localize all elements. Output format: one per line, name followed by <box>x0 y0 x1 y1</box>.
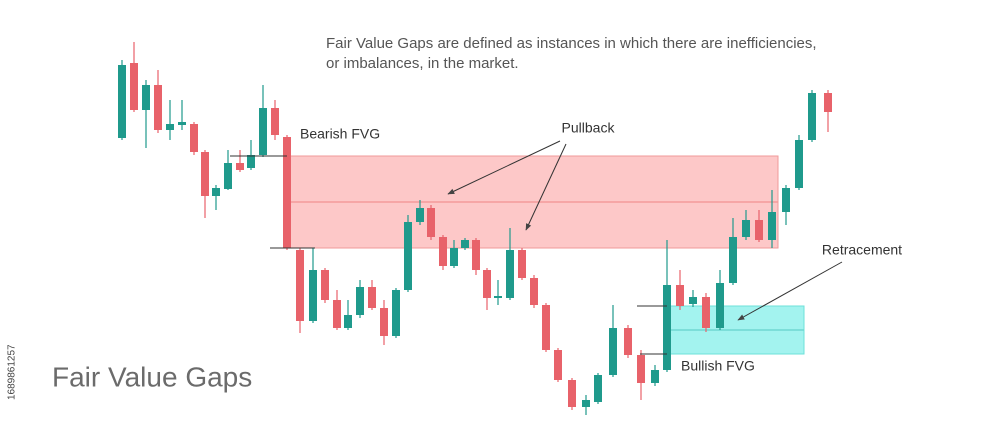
candle-body <box>506 250 514 298</box>
arrow <box>525 143 567 231</box>
candle-body <box>356 287 364 315</box>
arrow <box>737 261 843 321</box>
candle-body <box>568 380 576 407</box>
candle-body <box>530 278 538 305</box>
candle-body <box>333 300 341 328</box>
candle-body <box>755 220 763 240</box>
candle-body <box>212 188 220 196</box>
candle-body <box>236 163 244 170</box>
candle-body <box>702 297 710 328</box>
candle-body <box>542 305 550 350</box>
candle-body <box>439 237 447 266</box>
candle-body <box>309 270 317 321</box>
candle-body <box>416 208 424 222</box>
candle-body <box>154 85 162 130</box>
candle-body <box>461 240 469 248</box>
candle-body <box>483 270 491 298</box>
candle-body <box>824 93 832 112</box>
candle-body <box>554 350 562 380</box>
candle-body <box>716 283 724 328</box>
pullback-label: Pullback <box>562 120 616 136</box>
candle-body <box>368 287 376 308</box>
fvg-zones <box>286 155 805 355</box>
candle-body <box>130 63 138 110</box>
description-line: Fair Value Gaps are defined as instances… <box>326 35 817 52</box>
candle-body <box>782 188 790 212</box>
candle-body <box>404 222 412 290</box>
candle-body <box>494 296 502 298</box>
candle-body <box>201 152 209 196</box>
candle-body <box>729 237 737 283</box>
candle-body <box>344 315 352 328</box>
candle-body <box>259 108 267 155</box>
title: Fair Value Gaps <box>52 361 252 392</box>
bullish-label: Bullish FVG <box>681 358 755 374</box>
candle-body <box>118 65 126 138</box>
candle-body <box>518 250 526 278</box>
candle-body <box>450 248 458 266</box>
candle-body <box>663 285 671 370</box>
candle-body <box>808 93 816 140</box>
candle-body <box>651 370 659 383</box>
side-id: 1689861257 <box>7 344 18 400</box>
candle-body <box>380 308 388 336</box>
candle-body <box>676 285 684 306</box>
candle-body <box>609 328 617 375</box>
markers <box>230 140 843 355</box>
arrow <box>447 140 561 195</box>
retracement-label: Retracement <box>822 242 902 258</box>
candle-body <box>637 355 645 383</box>
candle-body <box>247 155 255 168</box>
candle-body <box>594 375 602 402</box>
description-line: or imbalances, in the market. <box>326 55 519 72</box>
candle-body <box>321 270 329 300</box>
candle-body <box>472 240 480 270</box>
candle-body <box>768 212 776 240</box>
bearish-label: Bearish FVG <box>300 126 380 142</box>
candle-body <box>190 124 198 152</box>
candle-body <box>742 220 750 237</box>
candle-body <box>271 108 279 135</box>
candle-body <box>689 297 697 304</box>
candlesticks <box>118 42 832 415</box>
candle-body <box>296 250 304 321</box>
candle-body <box>178 122 186 125</box>
candle-body <box>224 163 232 189</box>
candle-body <box>283 137 291 248</box>
candle-body <box>427 208 435 237</box>
candle-body <box>582 400 590 407</box>
candle-body <box>795 140 803 188</box>
candle-body <box>392 290 400 336</box>
candle-body <box>624 328 632 355</box>
candle-body <box>142 85 150 110</box>
candle-body <box>166 124 174 130</box>
